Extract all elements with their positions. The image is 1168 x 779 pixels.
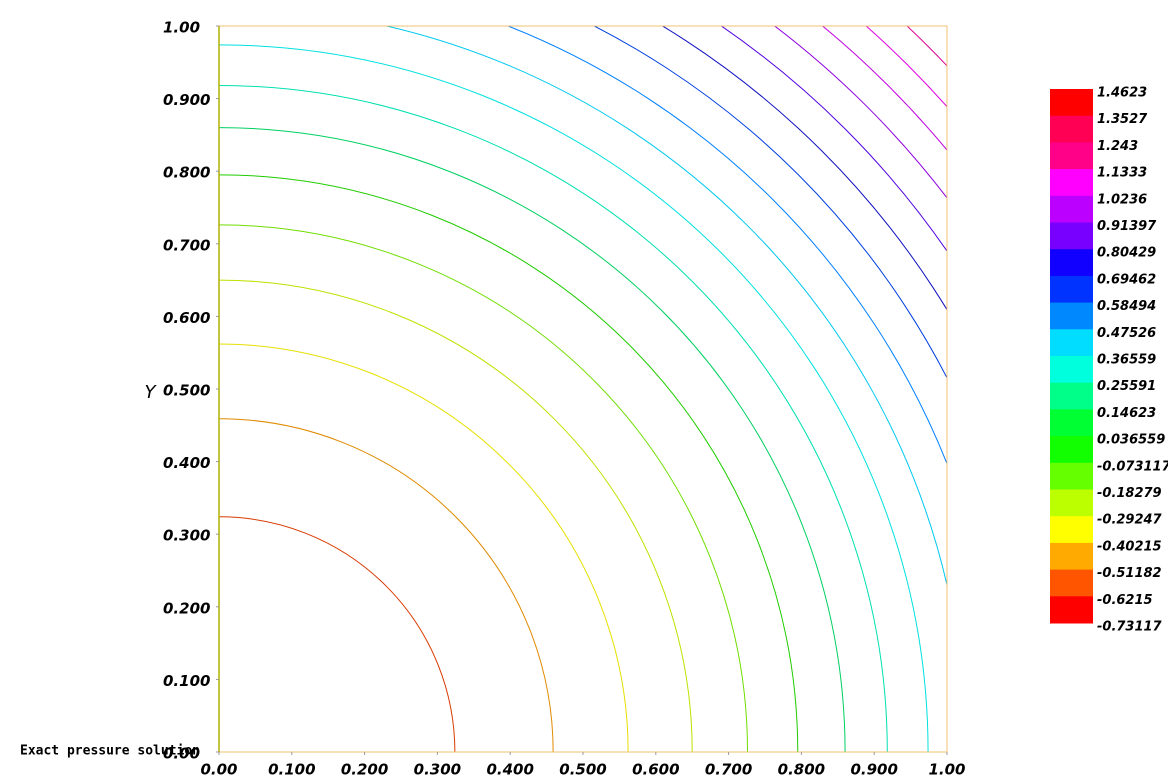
- colorbar-swatch: [1050, 275, 1093, 304]
- x-tick-label: 0.200: [341, 761, 388, 779]
- y-tick-label: 0.500: [163, 382, 210, 400]
- contour-line: [773, 26, 947, 199]
- contour-line: [506, 26, 947, 466]
- colorbar-label: 0.80429: [1097, 246, 1156, 261]
- y-tick-label: 0.100: [163, 672, 210, 690]
- colorbar-label: -0.6215: [1097, 593, 1153, 608]
- x-tick-label: 0.500: [559, 761, 606, 779]
- colorbar-swatch: [1050, 356, 1093, 384]
- y-tick-label: 0.600: [163, 309, 210, 327]
- contour-line: [720, 26, 947, 252]
- colorbar-label: 0.036559: [1097, 433, 1165, 448]
- colorbar: 1.4623 1.3527 1.243 1.1333 1.0236 0.91397 0.80…: [1050, 86, 1168, 635]
- y-tick-label: 0.300: [163, 527, 210, 545]
- colorbar-label: -0.073117: [1097, 459, 1168, 474]
- contour-line: [219, 174, 799, 752]
- y-tick-label: 0.400: [163, 454, 210, 472]
- contour-line: [219, 279, 693, 752]
- colorbar-label: -0.73117: [1097, 620, 1163, 635]
- colorbar-label: 0.58494: [1097, 299, 1156, 314]
- colorbar-swatch: [1050, 89, 1093, 117]
- colorbar-label: 0.14623: [1097, 406, 1156, 421]
- colorbar-label: 0.36559: [1097, 353, 1156, 368]
- contour-line: [661, 26, 947, 311]
- colorbar-swatch: [1050, 169, 1093, 197]
- contour-line: [592, 26, 947, 380]
- contour-line: [865, 26, 947, 108]
- contour-line: [219, 127, 846, 752]
- colorbar-label: 0.91397: [1097, 219, 1157, 234]
- contour-line: [219, 44, 929, 752]
- colorbar-swatch: [1050, 569, 1093, 597]
- colorbar-swatch: [1050, 222, 1093, 250]
- x-tick-label: 0.800: [778, 761, 825, 779]
- colorbar-swatch: [1050, 302, 1093, 330]
- x-tick-label: 0.700: [705, 761, 752, 779]
- colorbar-label: -0.29247: [1097, 513, 1163, 528]
- colorbar-label: 0.69462: [1097, 272, 1156, 287]
- colorbar-swatch: [1050, 115, 1093, 143]
- contour-line: [219, 516, 456, 752]
- plot-frame: [218, 25, 948, 753]
- colorbar-swatch: [1050, 596, 1093, 624]
- y-tick-label: 0.00: [163, 745, 200, 763]
- y-tick-label: 1.00: [163, 19, 200, 37]
- colorbar-label: 1.3527: [1097, 112, 1148, 127]
- x-tick-label: 0.600: [632, 761, 679, 779]
- contour-line: [219, 343, 629, 752]
- colorbar-label: 0.47526: [1097, 326, 1156, 341]
- contour-lines: [219, 26, 947, 752]
- y-axis-label: Y: [145, 382, 158, 403]
- x-tick-label: 0.00: [200, 761, 237, 779]
- colorbar-swatch: [1050, 195, 1093, 223]
- colorbar-swatch: [1050, 382, 1093, 410]
- colorbar-swatch: [1050, 489, 1093, 517]
- contour-line: [906, 26, 947, 67]
- x-tick-label: 1.00: [928, 761, 965, 779]
- y-tick-label: 0.900: [163, 91, 210, 109]
- colorbar-swatch: [1050, 542, 1093, 571]
- y-tick-label: 0.700: [163, 236, 210, 254]
- colorbar-label: -0.40215: [1097, 539, 1162, 554]
- x-tick-label: 0.100: [268, 761, 315, 779]
- colorbar-label: -0.51182: [1097, 566, 1162, 581]
- y-tick-label: 0.200: [163, 599, 210, 617]
- colorbar-label: -0.18279: [1097, 486, 1162, 501]
- colorbar-swatch: [1050, 436, 1093, 464]
- x-tick-label: 0.300: [414, 761, 461, 779]
- colorbar-swatch: [1050, 462, 1093, 490]
- contour-line: [219, 85, 888, 752]
- colorbar-swatch: [1050, 142, 1093, 170]
- colorbar-swatch: [1050, 409, 1093, 437]
- colorbar-swatch: [1050, 329, 1093, 357]
- colorbar-label: 1.1333: [1097, 166, 1147, 181]
- colorbar-label: 1.4623: [1097, 86, 1147, 101]
- contour-line: [219, 418, 554, 752]
- colorbar-swatch: [1050, 516, 1093, 544]
- colorbar-label: 0.25591: [1097, 379, 1156, 394]
- contour-line: [219, 224, 749, 752]
- contour-line: [383, 26, 947, 588]
- chart-title: Exact pressure solution: [20, 744, 200, 759]
- y-tick-label: 0.800: [163, 164, 210, 182]
- colorbar-label: 1.0236: [1097, 192, 1147, 207]
- colorbar-swatch: [1050, 249, 1093, 277]
- contour-line: [821, 26, 947, 151]
- x-tick-label: 0.900: [850, 761, 897, 779]
- colorbar-label: 1.243: [1097, 139, 1138, 154]
- x-tick-label: 0.400: [486, 761, 533, 779]
